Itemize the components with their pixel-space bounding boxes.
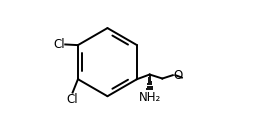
Text: Cl: Cl bbox=[67, 93, 78, 106]
Text: Cl: Cl bbox=[53, 38, 64, 51]
Text: O: O bbox=[174, 69, 183, 82]
Text: NH₂: NH₂ bbox=[139, 91, 161, 104]
